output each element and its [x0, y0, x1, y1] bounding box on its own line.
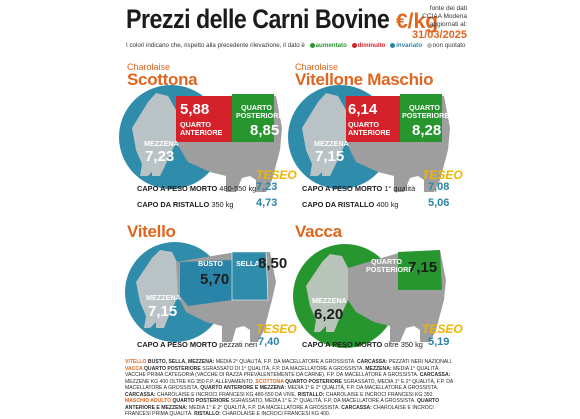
vitello-sella-label: Sella [236, 259, 260, 268]
scottona-posteriore-label: Quarto posteriore [236, 103, 284, 120]
grey-dot-icon [426, 42, 432, 48]
blue-dot-icon [390, 42, 396, 48]
vitello-row1: CAPO A PESO MORTO pezzati neri [137, 340, 258, 349]
vitellone-row1-value: 7,08 [428, 181, 450, 193]
source-line-1: fonte dei dati [429, 5, 467, 12]
legend-aumentato: aumentato [315, 42, 347, 49]
scottona-anteriore-label: Quarto anteriore [180, 120, 223, 137]
vitello-mezzena-value: 7,15 [148, 303, 178, 320]
scottona-cow-icon [119, 85, 282, 192]
vacca-row1-value: 5,19 [428, 336, 450, 348]
scottona-teseo-logo: TESEO [256, 168, 297, 182]
footer-notes: VITELLO BUSTO, SELLA, MEZZENA: MEDIA 2° … [125, 359, 454, 417]
legend-intro: I colori indicano che, rispetto alla pre… [126, 42, 305, 49]
green-dot-icon [309, 42, 315, 48]
scottona-anteriore-value: 5,88 [180, 101, 210, 118]
vitellone-row2: CAPO DA RISTALLO 400 kg [302, 200, 399, 209]
vacca-mezzena-label: Mezzena [312, 296, 347, 305]
vitello-sella-value: 8,50 [258, 255, 288, 272]
vitellone-posteriore-label: Quarto posteriore [402, 103, 450, 120]
vitello-calf-icon [125, 242, 276, 342]
vacca-posteriore-label: Quarto posteriore [366, 257, 414, 274]
vacca-mezzena-value: 6,20 [314, 306, 344, 323]
vacca-cow-icon [293, 244, 446, 348]
vacca-title: Vacca [295, 222, 342, 241]
source-line-2: CCIAA Modena [422, 13, 467, 20]
vitellone-row2-value: 5,06 [428, 197, 450, 209]
vitellone-posteriore-value: 8,28 [412, 122, 442, 139]
scottona-breed: Charolaise [127, 62, 171, 72]
vitellone-anteriore-label: Quarto anteriore [348, 120, 391, 137]
vitellone-mezzena-label: Mezzena [314, 139, 349, 148]
scottona-title: Scottona [127, 70, 198, 89]
scottona-row1-value: 7,23 [256, 181, 278, 193]
vitellone-mezzena-value: 7,15 [315, 148, 345, 165]
vitello-mezzena-label: Mezzena [146, 293, 181, 302]
vitello-busto-value: 5,70 [200, 271, 230, 288]
vitellone-anteriore-value: 6,14 [348, 101, 378, 118]
vitello-row1-value: 7,40 [258, 336, 280, 348]
vitello-teseo-logo: TESEO [256, 322, 297, 336]
vitellone-row1: CAPO A PESO MORTO 1° qualità [302, 184, 416, 193]
vitello-busto-label: Busto [198, 259, 224, 268]
red-dot-icon [351, 42, 357, 48]
scottona-mezzena-label: Mezzena [144, 139, 179, 148]
unit-label: €/kg [396, 10, 439, 33]
scottona-row2-value: 4,73 [256, 197, 278, 209]
color-legend: I colori indicano che, rispetto alla pre… [126, 42, 465, 49]
vacca-row1: CAPO A PESO MORTO oltre 350 kg [302, 340, 423, 349]
vitellone-teseo-logo: TESEO [422, 168, 463, 182]
vitellone-breed: Charolaise [295, 62, 339, 72]
vitellone-title: Vitellone Maschio [295, 70, 434, 89]
scottona-mezzena-value: 7,23 [145, 148, 175, 165]
legend-invariato: invariato [396, 42, 422, 49]
vacca-posteriore-value: 7,15 [408, 259, 438, 276]
legend-diminuito: diminuito [357, 42, 386, 49]
source-box: fonte dei dati CCIAA Modena aggiornati a… [401, 5, 467, 42]
legend-non-quotato: non quotato [432, 42, 466, 49]
scottona-row1: CAPO A PESO MORTO 480-550 kg [137, 184, 257, 193]
source-line-3: aggiornati al: [429, 21, 467, 28]
vitellone-cow-icon [288, 85, 450, 192]
update-date: 31/03/2025 [411, 29, 467, 41]
scottona-row2: CAPO DA RISTALLO 350 kg [137, 200, 234, 209]
vitello-title: Vitello [127, 222, 176, 241]
vacca-teseo-logo: TESEO [422, 322, 463, 336]
scottona-posteriore-value: 8,85 [250, 122, 280, 139]
page-title: Prezzi delle Carni Bovine [126, 4, 390, 34]
